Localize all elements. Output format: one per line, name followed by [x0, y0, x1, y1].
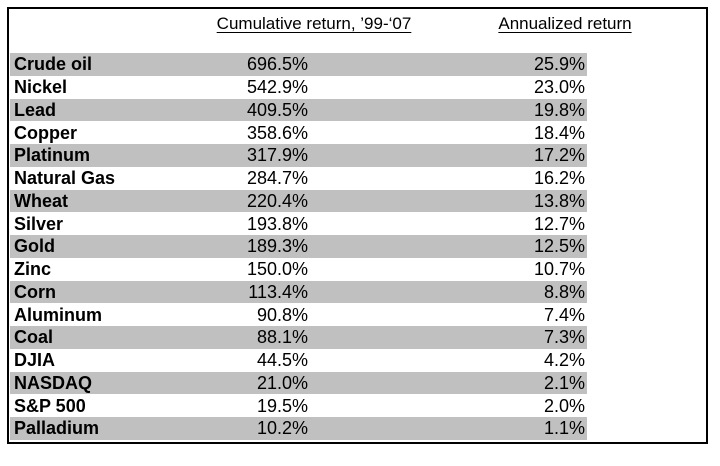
row-label: Crude oil — [14, 54, 93, 75]
cumulative-return-value: 409.5% — [246, 99, 308, 120]
table-row: Coal 88.1% 7.3% — [10, 326, 587, 349]
table-row: Copper 358.6% 18.4% — [10, 121, 587, 144]
annualized-return-value: 8.8% — [543, 281, 585, 302]
annualized-return-value: 2.0% — [543, 395, 585, 416]
annualized-return-value: 23.0% — [533, 77, 585, 98]
row-label: Gold — [14, 236, 55, 257]
cumulative-return-value: 542.9% — [246, 77, 308, 98]
column-header-cumulative-return: Cumulative return, ’99-‘07 — [216, 14, 412, 33]
cumulative-return-value: 44.5% — [256, 350, 308, 371]
table-row: Nickel 542.9% 23.0% — [10, 75, 587, 99]
annualized-return-value: 18.4% — [533, 122, 585, 143]
table-row: Platinum 317.9% 17.2% — [10, 144, 587, 167]
table-row: Natural Gas 284.7% 16.2% — [10, 166, 587, 190]
column-header-annualized-return: Annualized return — [498, 14, 632, 33]
cumulative-return-value: 19.5% — [256, 395, 308, 416]
table-row: Crude oil 696.5% 25.9% — [10, 53, 587, 76]
annualized-return-value: 1.1% — [543, 418, 585, 439]
cumulative-return-value: 88.1% — [256, 327, 308, 348]
table-body: Crude oil 696.5% 25.9% Nickel 542.9% 23.0% Lea… — [10, 53, 587, 440]
table-row: Aluminum 90.8% 7.4% — [10, 303, 587, 326]
row-label: Platinum — [14, 145, 91, 166]
table-row: Palladium 10.2% 1.1% — [10, 417, 587, 440]
annualized-return-value: 17.2% — [533, 145, 585, 166]
row-label: Aluminum — [14, 304, 102, 325]
row-label: Lead — [14, 99, 57, 120]
row-label: S&P 500 — [14, 395, 86, 416]
annualized-return-value: 2.1% — [543, 372, 585, 393]
row-label: Zinc — [14, 259, 52, 280]
cumulative-return-value: 358.6% — [246, 122, 308, 143]
row-label: Copper — [14, 122, 77, 143]
row-label: Natural Gas — [14, 168, 116, 189]
table-row: S&P 500 19.5% 2.0% — [10, 394, 587, 417]
row-label: Silver — [14, 213, 64, 234]
table-row: NASDAQ 21.0% 2.1% — [10, 371, 587, 395]
cumulative-return-value: 150.0% — [246, 259, 308, 280]
cumulative-return-value: 220.4% — [246, 190, 308, 211]
cumulative-return-value: 193.8% — [246, 213, 308, 234]
cumulative-return-value: 21.0% — [256, 372, 308, 393]
annualized-return-value: 12.7% — [533, 213, 585, 234]
cumulative-return-value: 90.8% — [256, 304, 308, 325]
row-label: DJIA — [14, 350, 56, 371]
table-row: Corn 113.4% 8.8% — [10, 280, 587, 304]
cumulative-return-value: 696.5% — [246, 54, 308, 75]
table-row: Zinc 150.0% 10.7% — [10, 257, 587, 281]
row-label: Nickel — [14, 77, 68, 98]
annualized-return-value: 7.4% — [543, 304, 585, 325]
annualized-return-value: 12.5% — [533, 236, 585, 257]
table-row: Lead 409.5% 19.8% — [10, 98, 587, 122]
row-label: Coal — [14, 327, 54, 348]
annualized-return-value: 4.2% — [543, 350, 585, 371]
annualized-return-value: 25.9% — [533, 54, 585, 75]
annualized-return-value: 19.8% — [533, 99, 585, 120]
annualized-return-value: 7.3% — [543, 327, 585, 348]
row-label: Wheat — [14, 190, 68, 211]
annualized-return-value: 13.8% — [533, 190, 585, 211]
table-row: Wheat 220.4% 13.8% — [10, 189, 587, 213]
cumulative-return-value: 189.3% — [246, 236, 308, 257]
cumulative-return-value: 317.9% — [246, 145, 308, 166]
cumulative-return-value: 10.2% — [256, 418, 308, 439]
table-row: Gold 189.3% 12.5% — [10, 235, 587, 258]
annualized-return-value: 10.7% — [533, 259, 585, 280]
row-label: NASDAQ — [14, 372, 93, 393]
row-label: Corn — [14, 281, 56, 302]
table-row: DJIA 44.5% 4.2% — [10, 348, 587, 372]
returns-table: Cumulative return, ’99-‘07 Annualized re… — [7, 7, 708, 444]
cumulative-return-value: 284.7% — [246, 168, 308, 189]
table-row: Silver 193.8% 12.7% — [10, 212, 587, 235]
annualized-return-value: 16.2% — [533, 168, 585, 189]
row-label: Palladium — [14, 418, 100, 439]
cumulative-return-value: 113.4% — [248, 281, 308, 302]
